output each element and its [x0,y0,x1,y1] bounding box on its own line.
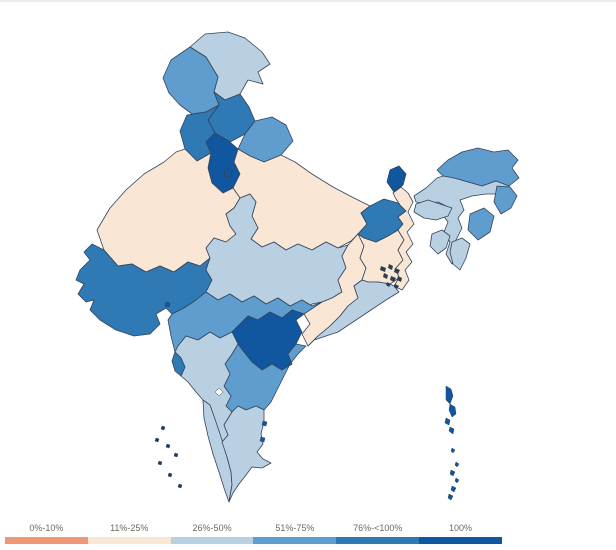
legend-item-p26: 26%-50% [170,523,254,544]
legend-item-p51: 51%-75% [253,523,337,544]
state-daman-diu[interactable] [164,301,171,308]
legend-item-p11: 11%-25% [87,523,171,544]
legend-label: 76%-<100% [353,523,403,533]
legend-label: 100% [449,523,473,533]
state-gujarat[interactable] [75,243,213,337]
state-west-bengal[interactable] [392,186,415,291]
legend-label: 11%-25% [110,523,149,533]
state-odisha[interactable] [307,279,400,347]
state-tripura[interactable] [429,229,451,255]
map-legend: 0%-10% 11%-25% 26%-50% 51%-75% 76%-<100% 100% [5,523,502,544]
state-sikkim[interactable] [386,165,407,193]
legend-label: 51%-75% [275,523,315,533]
legend-swatch [336,537,420,544]
legend-item-p0: 0%-10% [5,523,88,544]
legend-item-p76: 76%-<100% [336,523,420,544]
legend-swatch [5,537,88,544]
legend-swatch [170,537,254,544]
legend-item-p100: 100% [419,523,502,544]
legend-label: 26%-50% [192,523,232,533]
state-mizoram[interactable] [449,237,471,271]
legend-swatch [253,537,337,544]
legend-label: 0%-10% [29,523,64,533]
state-nagaland[interactable] [493,185,518,215]
state-lakshadweep-islands[interactable] [154,425,183,489]
state-andaman-nicobar-islands[interactable] [444,385,460,501]
state-sundarbans-delta [380,264,402,289]
state-manipur[interactable] [467,207,495,241]
state-karnataka-enclave [214,387,224,397]
state-goa[interactable] [171,351,186,377]
state-puducherry[interactable] [259,420,268,443]
state-tamil-nadu[interactable] [221,405,272,503]
state-delhi[interactable] [223,168,233,178]
legend-swatch [419,537,502,544]
state-meghalaya[interactable] [413,199,453,221]
legend-swatch [87,537,171,544]
